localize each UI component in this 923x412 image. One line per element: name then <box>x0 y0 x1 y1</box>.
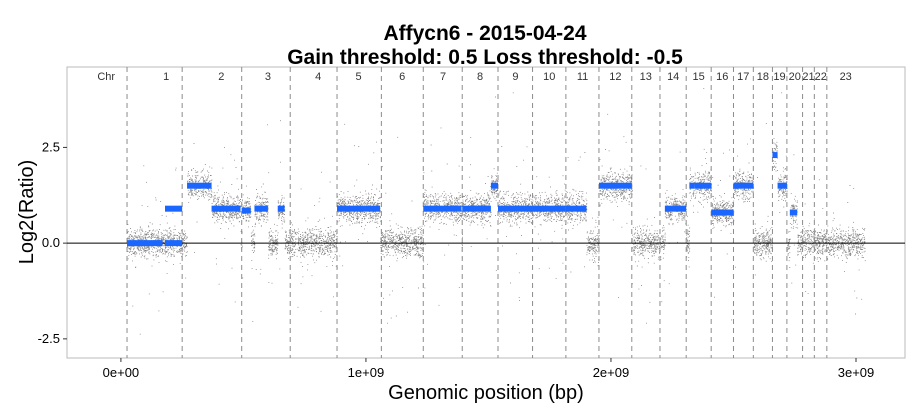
chromosome-label: 12 <box>609 71 621 83</box>
segment-bar-chr-7 <box>423 205 462 212</box>
y-tick-label: 0.0 <box>42 235 60 250</box>
chromosome-label: 23 <box>840 71 852 83</box>
chromosome-label: 13 <box>640 71 652 83</box>
x-tick-label: 1e+09 <box>348 365 385 380</box>
y-tick-label: 2.5 <box>42 139 60 154</box>
segment-bar-chr-17 <box>733 182 754 189</box>
chromosome-label: 1 <box>163 71 169 83</box>
chromosome-label: 22 <box>815 71 827 83</box>
segment-bar-chr-3 <box>277 205 285 212</box>
segment-bar-chr-9 <box>498 205 533 212</box>
chromosome-label: 15 <box>693 71 705 83</box>
chromosome-label: 8 <box>477 71 483 83</box>
segment-bar-chr-16 <box>711 209 734 216</box>
segment-bar-chr-8 <box>490 182 499 189</box>
segment-bar-chr-14 <box>664 205 687 212</box>
chart-title: Affycn6 - 2015-04-24 <box>383 22 586 45</box>
segment-bar-chr-3 <box>254 205 268 212</box>
segment-bar-chr-15 <box>689 182 695 189</box>
chromosome-label: 19 <box>773 71 785 83</box>
x-axis-title: Genomic position (bp) <box>388 382 584 404</box>
segment-bar-chr-19 <box>772 152 778 159</box>
chromosome-labels: Chr 1 2 3 4 5 6 7 8 9 10 11 12 13 14 15 16 17 18 19 20 21 22 23 <box>97 71 851 83</box>
segment-bar-chr-1 <box>165 205 183 212</box>
copy-number-segments <box>127 152 798 247</box>
chromosome-label: 21 <box>802 71 814 83</box>
segment-bar-chr-12 <box>598 182 632 189</box>
chromosome-label: 18 <box>757 71 769 83</box>
chromosome-label: 10 <box>543 71 555 83</box>
segment-bar-chr-2 <box>187 182 212 189</box>
y-axis-ticks: -2.5 0.0 2.5 <box>38 139 67 346</box>
plot-area-border <box>66 66 906 359</box>
chromosome-label: 3 <box>265 71 271 83</box>
segment-bar-chr-10 <box>532 205 566 212</box>
chromosome-label: Chr <box>97 71 115 83</box>
segment-bar-chr-11 <box>565 205 587 212</box>
x-tick-label: 2e+09 <box>593 365 630 380</box>
chromosome-label: 5 <box>356 71 362 83</box>
chromosome-boundaries <box>126 67 828 358</box>
segment-bar-chr-8 <box>462 205 491 212</box>
segment-bar-chr-20 <box>789 209 798 216</box>
x-tick-label: 3e+09 <box>838 365 875 380</box>
y-tick-label: -2.5 <box>38 331 60 346</box>
segment-bar-chr-1 <box>165 240 183 247</box>
y-axis-title: Log2(Ratio) <box>16 160 38 265</box>
segment-bar-chr-3 <box>241 207 251 214</box>
chromosome-label: 6 <box>399 71 405 83</box>
chromosome-label: 14 <box>667 71 679 83</box>
segment-bar-chr-15 <box>694 182 712 189</box>
chromosome-label: 2 <box>218 71 224 83</box>
segment-bar-chr-1 <box>127 240 163 247</box>
x-axis-ticks: 0e+00 1e+09 2e+09 3e+09 <box>103 358 875 380</box>
chart-subtitle: Gain threshold: 0.5 Loss threshold: -0.5 <box>287 46 683 69</box>
segment-bar-chr-2 <box>211 205 241 212</box>
chromosome-label: 4 <box>315 71 321 83</box>
chromosome-label: 9 <box>512 71 518 83</box>
chromosome-label: 17 <box>737 71 749 83</box>
x-tick-label: 0e+00 <box>103 365 140 380</box>
segment-bar-chr-5 <box>337 205 381 212</box>
chromosome-label: 20 <box>789 71 801 83</box>
segment-bar-chr-19 <box>777 182 787 189</box>
chromosome-label: 7 <box>440 71 446 83</box>
chromosome-label: 16 <box>716 71 728 83</box>
chromosome-label: 11 <box>577 71 588 83</box>
